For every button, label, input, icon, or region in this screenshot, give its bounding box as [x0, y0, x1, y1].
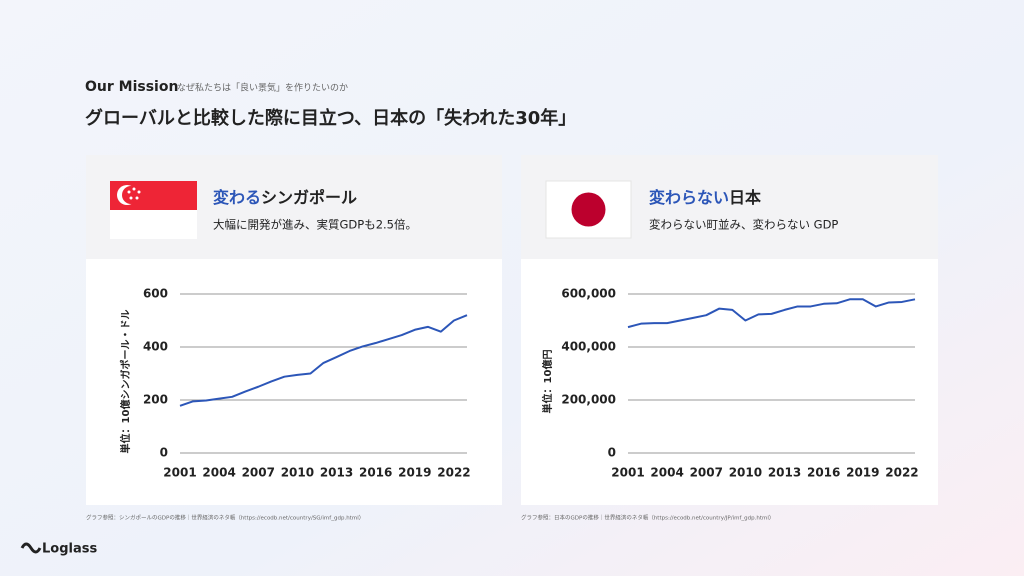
- flag-singapore: [110, 181, 197, 239]
- y-axis-label: 単位：10億円: [541, 350, 554, 414]
- y-tick-label: 600: [143, 287, 168, 301]
- y-tick-label: 0: [608, 446, 616, 460]
- line: [179, 314, 468, 407]
- card-subtitle: 大幅に開発が進み、実質GDPも2.5倍。: [213, 218, 417, 232]
- y-tick-label: 200: [143, 393, 168, 407]
- x-tick-label: 2010: [281, 466, 314, 480]
- card: 変わらない日本 変わらない町並み、変わらない GDP: [521, 155, 938, 505]
- title-highlight: 変わる: [213, 188, 261, 207]
- x-tick-label: 2004: [202, 466, 235, 480]
- y-axis-label: 単位：10億シンガポール・ドル: [119, 310, 132, 454]
- x-tick-label: 2016: [807, 466, 840, 480]
- title-rest: 日本: [729, 188, 761, 207]
- section-sub: なぜ私たちは「良い景気」を作りたいのか: [177, 82, 348, 94]
- x-tick-label: 2007: [690, 466, 723, 480]
- y-tick-label: 400: [143, 340, 168, 354]
- line: [627, 298, 916, 329]
- x-tick-label: 2013: [320, 466, 353, 480]
- x-tick-label: 2004: [650, 466, 683, 480]
- card-title: 変わるシンガポール: [213, 188, 357, 207]
- x-tick-label: 2001: [163, 466, 196, 480]
- card: 変わるシンガポール 大幅に開発が進み、実質GDPも2.5倍。: [86, 155, 502, 505]
- x-tick-label: 2010: [729, 466, 762, 480]
- logo: Loglass: [20, 542, 97, 557]
- title-rest: シンガポール: [261, 188, 357, 207]
- x-tick-label: 2001: [611, 466, 644, 480]
- x-tick-label: 2022: [885, 466, 918, 480]
- card-subtitle: 変わらない町並み、変わらない GDP: [649, 218, 838, 232]
- y-tick-label: 0: [160, 446, 168, 460]
- title: グローバルと比較した際に目立つ、日本の「失われた30年」: [85, 107, 576, 129]
- y-tick-label: 200,000: [561, 393, 616, 407]
- x-tick-label: 2013: [768, 466, 801, 480]
- card-title: 変わらない日本: [649, 188, 761, 207]
- source-note: グラフ参照：日本のGDPの推移｜世界経済のネタ帳（https://ecodb.n…: [521, 514, 774, 522]
- x-tick-label: 2022: [437, 466, 470, 480]
- x-tick-label: 2019: [846, 466, 879, 480]
- section: Our Mission: [85, 79, 178, 95]
- title-highlight: 変わらない: [649, 188, 729, 207]
- y-tick-label: 600,000: [561, 287, 616, 301]
- flag-japan: [545, 180, 632, 239]
- x-tick-label: 2007: [242, 466, 275, 480]
- y-tick-label: 400,000: [561, 340, 616, 354]
- source-note: グラフ参照：シンガポールのGDPの推移｜世界経済のネタ帳（https://eco…: [86, 514, 364, 522]
- x-tick-label: 2019: [398, 466, 431, 480]
- x-tick-label: 2016: [359, 466, 392, 480]
- svg-text:Loglass: Loglass: [42, 542, 97, 557]
